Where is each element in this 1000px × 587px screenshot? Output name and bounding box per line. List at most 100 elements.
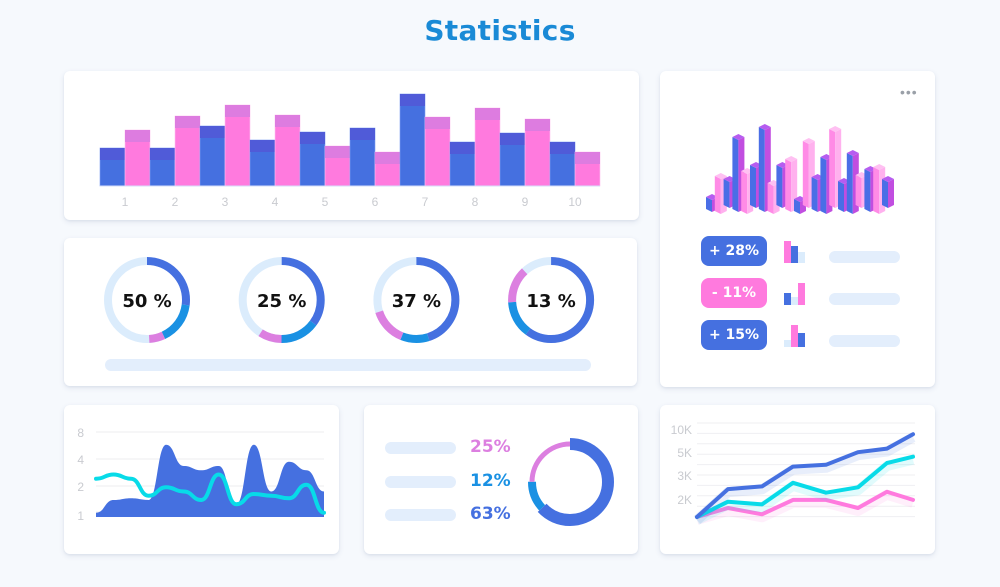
bar-cap (400, 94, 425, 106)
summary-card: ••• + 28% - 11% + 15% (660, 71, 935, 387)
x-tick-label: 9 (522, 195, 529, 209)
bar-cap (550, 142, 575, 154)
trend-badge: - 11% (701, 278, 767, 308)
bar-chart: 1 2 3 4 5 6 7 8 9 10 (99, 93, 601, 209)
iso-bar-front (741, 171, 748, 214)
iso-bar-front (767, 183, 774, 214)
mini-bar (784, 293, 791, 305)
line-shadow (694, 454, 915, 525)
iso-bar-front (706, 197, 712, 212)
iso-bar-front (855, 175, 862, 208)
iso-bar-front (750, 165, 756, 208)
x-tick-label: 6 (372, 195, 379, 209)
ring-segment (508, 257, 595, 343)
line-shadow (693, 432, 916, 524)
mini-bar (798, 252, 805, 263)
bar-cap (350, 128, 375, 140)
iso-bar-front (758, 127, 765, 212)
ring-percent-label: 50 % (122, 291, 171, 312)
bar-cap (575, 152, 600, 164)
x-tick-label: 1 (122, 195, 129, 209)
progress-rings: 50 % 25 % 37 % 13 % (104, 257, 595, 343)
area-series (96, 444, 324, 517)
iso-bar-front (820, 157, 827, 214)
iso-bar-front (785, 159, 792, 212)
bar-cap (200, 126, 225, 138)
trend-badge: + 28% (701, 236, 767, 266)
donut-segment (529, 441, 611, 523)
iso-bar-top (776, 162, 789, 168)
placeholder-bar (829, 335, 900, 347)
iso-bar-side (888, 179, 894, 208)
donut-chart (526, 438, 614, 526)
bar-cap (500, 133, 525, 145)
donut-legend-value: 12% (470, 471, 511, 491)
ring-segment (373, 257, 460, 343)
more-horizontal-icon[interactable]: ••• (900, 84, 918, 100)
iso-bar-front (802, 141, 809, 208)
iso-bar-top (758, 124, 771, 130)
y-tick-label: 5K (677, 446, 692, 460)
bar-cap (325, 146, 350, 158)
x-tick-label: 10 (568, 195, 582, 209)
bar-cap (100, 148, 125, 160)
ring-percent-label: 25 % (257, 291, 306, 312)
progress-ring: 13 % (508, 257, 595, 343)
bar-cap (425, 117, 450, 129)
y-tick-label: 3K (677, 469, 692, 483)
donut-legend-value: 63% (470, 504, 511, 524)
placeholder-bar (385, 476, 456, 488)
y-tick-label: 2 (77, 480, 84, 494)
mini-bar (791, 246, 798, 263)
isometric-bar-chart (706, 124, 894, 214)
ring-segment (238, 257, 325, 343)
iso-bar-top (732, 134, 745, 140)
iso-bar-front (846, 153, 853, 214)
iso-bar-top (820, 154, 833, 160)
iso-bar-front (723, 179, 730, 208)
x-tick-label: 5 (322, 195, 329, 209)
bar-cap (300, 132, 325, 144)
bar-cap (475, 108, 500, 120)
bar-cap (175, 116, 200, 128)
placeholder-bar (105, 359, 591, 371)
iso-bar-front (829, 129, 836, 208)
progress-rings-card: 50 % 25 % 37 % 13 % (64, 238, 637, 386)
y-tick-label: 2K (677, 493, 692, 507)
iso-bar-front (864, 169, 871, 212)
line-series-blue (695, 432, 915, 519)
ring-segment (238, 257, 325, 343)
line-series-pink (695, 489, 915, 519)
iso-bar-front (873, 167, 880, 214)
progress-ring: 25 % (238, 257, 325, 343)
line-chart-card: 10K 5K 3K 2K (660, 405, 935, 554)
x-tick-label: 4 (272, 195, 279, 209)
bar-cap (275, 115, 300, 127)
bar-cap (450, 142, 475, 154)
y-tick-label: 8 (77, 426, 84, 440)
bar-cap (375, 152, 400, 164)
ring-percent-label: 37 % (392, 291, 441, 312)
iso-bar-top (714, 173, 727, 179)
area-chart: 8 4 2 1 (77, 426, 326, 523)
iso-bar-front (732, 137, 739, 212)
ring-percent-label: 13 % (526, 291, 575, 312)
iso-bar-top (785, 156, 798, 162)
trend-badge: + 15% (701, 320, 767, 350)
y-tick-label: 10K (671, 423, 692, 437)
iso-bar-top (873, 164, 886, 170)
mini-bar (798, 333, 805, 347)
placeholder-bar (829, 293, 900, 305)
x-tick-label: 3 (222, 195, 229, 209)
iso-bar-top (882, 176, 894, 182)
x-tick-label: 7 (422, 195, 429, 209)
area-chart-card: 8 4 2 1 (64, 405, 339, 554)
ring-segment (373, 257, 460, 343)
ring-segment (104, 257, 190, 343)
y-tick-label: 1 (77, 509, 84, 523)
iso-bar-front (714, 176, 721, 214)
bar-chart-card: 1 2 3 4 5 6 7 8 9 10 (64, 71, 639, 220)
iso-bar-top (829, 126, 842, 132)
bar-cap (250, 140, 275, 152)
iso-bar-top (741, 168, 754, 174)
